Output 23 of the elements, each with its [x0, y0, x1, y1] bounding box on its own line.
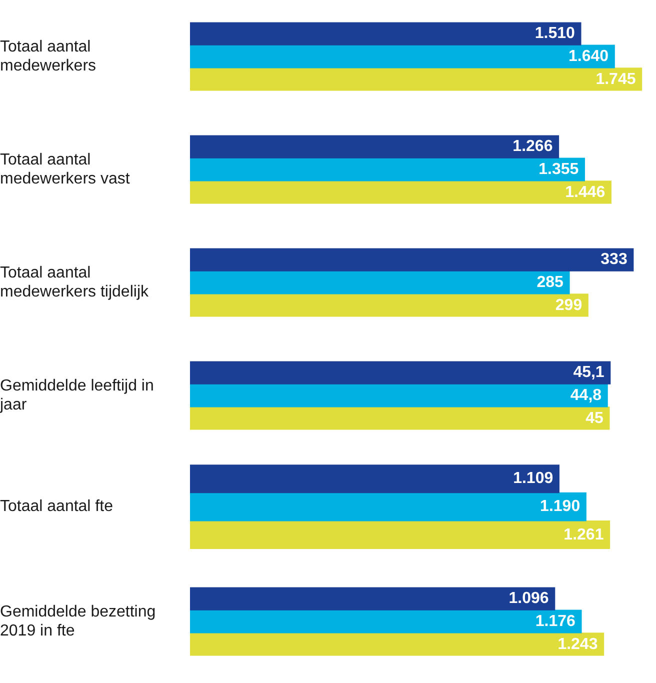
data-label: 1.261 [564, 526, 604, 544]
y-tick-label: Totaal aantal medewerkers [0, 38, 96, 75]
data-label: 1.243 [558, 636, 598, 653]
data-label: 45 [586, 410, 604, 427]
data-label: 333 [600, 251, 628, 268]
data-label: 44,8 [570, 386, 602, 404]
data-label: 1.640 [568, 48, 609, 65]
data-label: 1.096 [508, 590, 549, 608]
data-label: 285 [536, 274, 564, 291]
data-label: 1.510 [534, 25, 576, 42]
data-label: 1.745 [596, 70, 636, 88]
data-label: 1.446 [565, 184, 606, 201]
data-label: 1.109 [513, 470, 554, 488]
data-label: 45,1 [573, 364, 604, 382]
y-tick-label: Totaal aantal fte [0, 498, 114, 516]
y-tick-label: Gemiddelde bezetting 2019 in fte [0, 603, 156, 640]
data-label: 299 [555, 296, 582, 314]
y-tick-label: Totaal aantal medewerkers tijdelijk [0, 264, 150, 301]
data-label: 1.190 [540, 498, 580, 516]
data-label: 1.355 [538, 160, 579, 178]
data-label: 1.176 [535, 612, 576, 630]
data-label: 1.266 [512, 138, 553, 156]
y-tick-label: Totaal aantal medewerkers vast [0, 151, 130, 188]
